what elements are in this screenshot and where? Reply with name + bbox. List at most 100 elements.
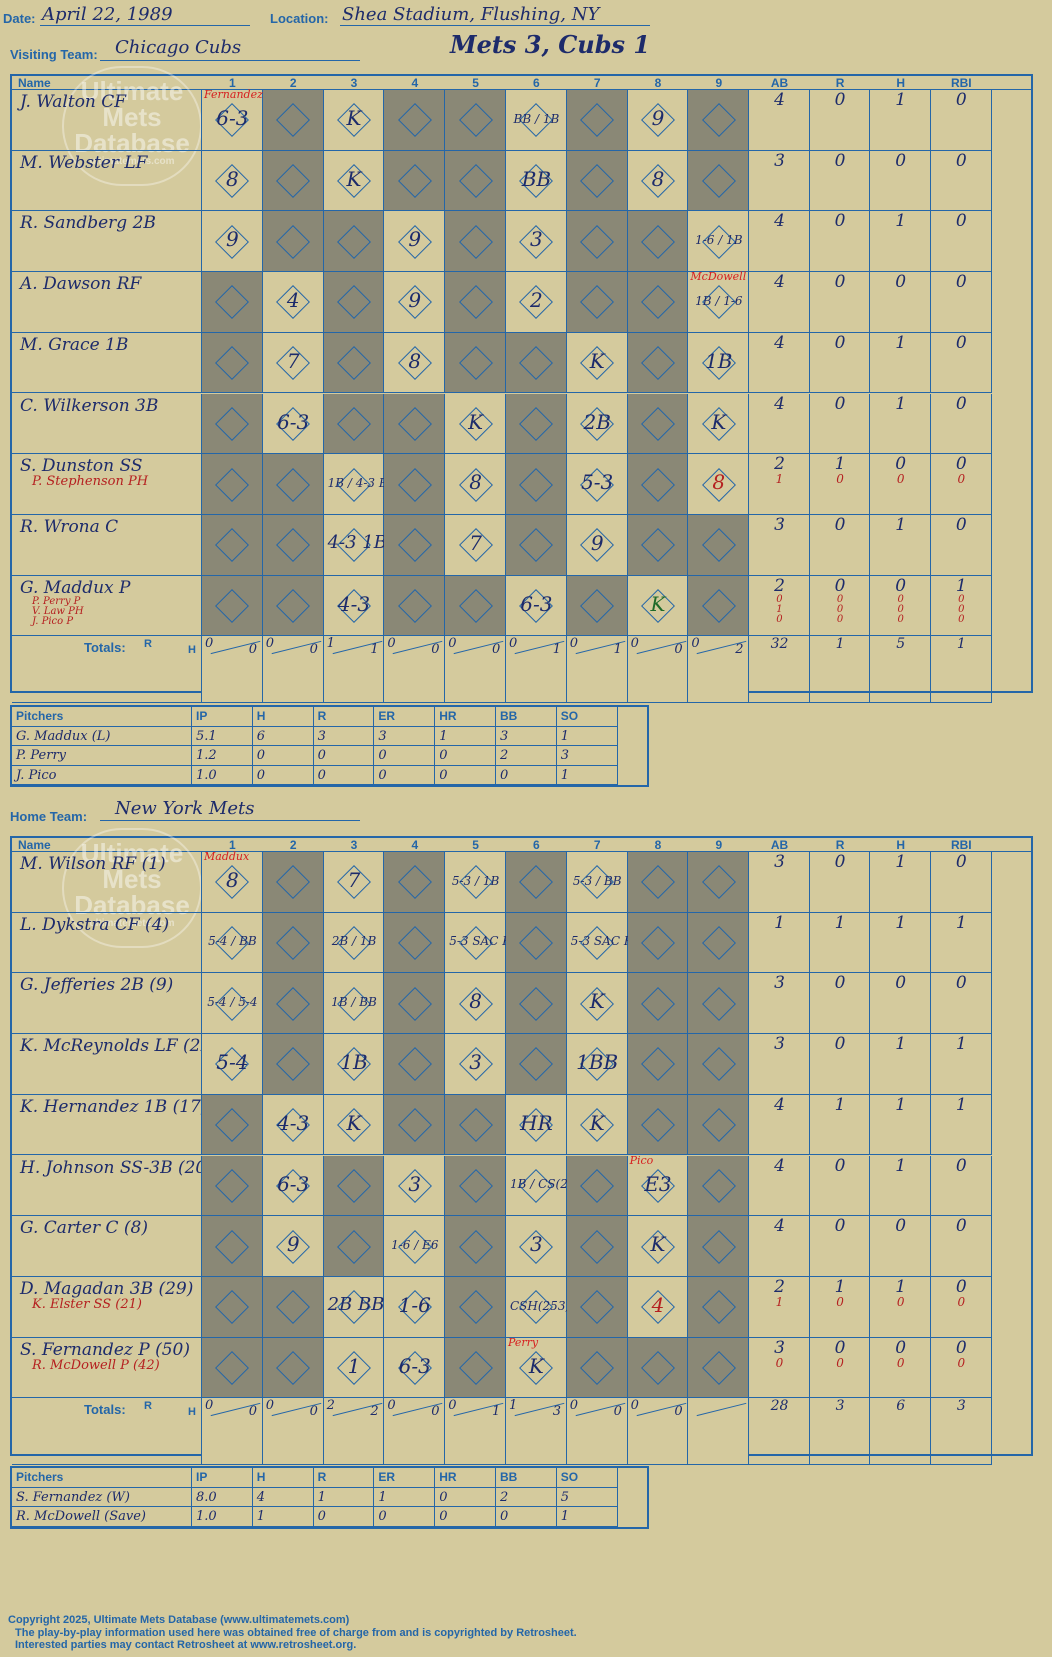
play-result: 3 (530, 1232, 543, 1257)
pitcher-table-cell: 1 (556, 1507, 618, 1527)
inning-cell: K (627, 1216, 689, 1277)
inning-cell: 9 (384, 211, 446, 273)
watermark-logo: Ultimate Mets Database ultimatemets.com (62, 828, 202, 948)
sub-stat-value: 0 (957, 1355, 966, 1370)
inning-runs: 2 (326, 1398, 335, 1414)
stat-cell: 1 (870, 211, 931, 273)
column-header-inning: 7 (593, 76, 601, 90)
inning-cell (506, 1034, 567, 1095)
sub-stat-value: 0 (958, 613, 965, 625)
play-result: K (346, 106, 362, 131)
inning-cell (506, 514, 567, 576)
play-result: 1-6 (398, 1292, 431, 1317)
total-stat-value: 28 (770, 1398, 789, 1415)
total-stat-value: 1 (956, 636, 966, 653)
play-result: 1B (705, 348, 733, 373)
base-diamond (276, 224, 311, 259)
stat-cell: 0 (809, 272, 871, 333)
pitcher-table-cell: 0 (435, 746, 496, 766)
pitching-change-note: McDowell (690, 270, 747, 284)
base-diamond (276, 986, 311, 1021)
base-diamond (580, 588, 615, 623)
stat-value: 1 (834, 1094, 846, 1115)
base-diamond (397, 1108, 432, 1143)
sub-stat-value: 0 (836, 1294, 844, 1309)
inning-cell: 3 (506, 1216, 567, 1277)
inning-cell: 8 (445, 454, 506, 515)
play-result: 4 (286, 288, 300, 313)
pitcher-table-cell: 0 (313, 746, 375, 766)
inning-cell (445, 1094, 506, 1156)
inning-cell (202, 332, 263, 394)
stat-cell: 0 (809, 1216, 871, 1277)
inning-cell: HR (506, 1094, 567, 1156)
totals-label-cell: Totals: R H (12, 1398, 202, 1465)
inning-cell (384, 90, 446, 151)
base-diamond (580, 103, 615, 138)
stat-cell: 0 (809, 514, 871, 576)
column-header-inning: 9 (715, 76, 723, 90)
base-diamond (701, 1168, 736, 1203)
inning-cell (323, 1216, 385, 1277)
inning-cell (384, 150, 446, 212)
pitcher-table-cell: 8.0 (192, 1487, 253, 1507)
base-diamond (458, 1168, 493, 1203)
stat-value: 4 (774, 393, 785, 414)
column-header-inning: 2 (289, 76, 297, 90)
inning-cell: 5-4 (202, 1034, 263, 1095)
date-label: Date: (3, 11, 36, 26)
inning-cell: 1 (323, 1337, 385, 1399)
play-result: 5-4 (216, 1050, 249, 1075)
stat-cell: 3 (749, 973, 810, 1035)
inning-cell (384, 575, 446, 637)
totals-stat-cell: 3 (809, 1398, 871, 1465)
stat-value: 0 (834, 272, 846, 293)
totals-stat-cell: 28 (749, 1398, 810, 1465)
play-result: K (468, 409, 484, 434)
batter-name: M. Webster LF (20, 152, 148, 173)
play-result: 7 (469, 530, 482, 555)
location-value: Shea Stadium, Flushing, NY (342, 4, 600, 25)
stat-value: 0 (895, 973, 907, 994)
stat-value: 2 (774, 1276, 785, 1297)
play-result: 1-6 / E6 (391, 1237, 439, 1252)
watermark-text: Database (74, 890, 190, 920)
stat-cell: 0 (870, 150, 931, 212)
inning-cell: 9 (566, 514, 628, 576)
totals-slash (697, 1403, 747, 1417)
totals-inning-cell (688, 1398, 750, 1465)
stat-value: 0 (955, 90, 967, 110)
play-result: 1B / BB (331, 995, 377, 1010)
stat-value: 3 (774, 973, 785, 994)
inning-cell: 3 (506, 211, 567, 273)
inning-cell: 7 (323, 852, 385, 913)
inning-cell: 1B / 4-3 BB (323, 454, 397, 515)
inning-cell: 1-6 / 1B (688, 211, 750, 273)
stat-cell: 1 (870, 1094, 931, 1156)
inning-cell (262, 454, 324, 515)
batter-name: C. Wilkerson 3B (20, 395, 159, 416)
inning-cell (688, 1337, 750, 1399)
inning-hits: 0 (248, 642, 258, 658)
stat-cell: 0 (809, 1155, 871, 1217)
stat-cell: 0 (870, 1216, 931, 1277)
inning-cell: K Perry (506, 1336, 567, 1399)
stat-value: 0 (955, 454, 967, 475)
pitcher-table-cell: 1 (374, 1487, 436, 1507)
stat-value: 0 (834, 575, 846, 596)
play-result: 9 (408, 288, 422, 313)
play-result: 4-3 1B (327, 532, 387, 554)
base-diamond (641, 467, 675, 502)
play-result: K (589, 989, 605, 1014)
base-diamond (458, 346, 493, 381)
sub-stat-value: 0 (776, 593, 783, 605)
inning-hits: 0 (491, 642, 501, 658)
pitcher-table-header: SO (556, 1468, 618, 1488)
inning-cell (445, 90, 506, 151)
base-diamond (397, 926, 432, 961)
inning-hits: 0 (674, 1404, 683, 1420)
stat-value: 3 (774, 1337, 785, 1358)
inning-cell (323, 393, 385, 455)
stat-value: 0 (834, 1034, 846, 1055)
